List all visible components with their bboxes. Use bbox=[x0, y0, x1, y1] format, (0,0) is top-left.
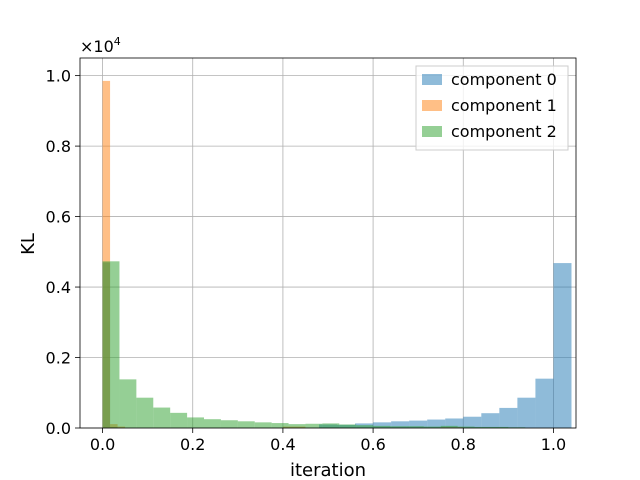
histogram-bar bbox=[406, 426, 424, 428]
histogram-bar bbox=[517, 397, 536, 428]
x-tick-label: 0.2 bbox=[180, 435, 205, 454]
histogram-bar bbox=[445, 418, 464, 428]
histogram-bar bbox=[491, 426, 509, 428]
histogram-bar bbox=[356, 425, 374, 428]
legend: component 0 component 1 component 2 bbox=[415, 65, 569, 151]
histogram-bar bbox=[237, 421, 255, 428]
y-axis-label: KL bbox=[18, 233, 39, 255]
histogram-bar bbox=[305, 423, 323, 428]
x-tick-label: 1.0 bbox=[541, 435, 566, 454]
x-tick-label: 0.4 bbox=[270, 435, 295, 454]
y-tick-label: 0.0 bbox=[46, 419, 71, 438]
legend-swatch bbox=[422, 100, 442, 111]
histogram-bar bbox=[102, 261, 120, 428]
histogram-bar bbox=[390, 426, 407, 428]
histogram-bar bbox=[187, 417, 204, 428]
histogram-bar bbox=[339, 424, 357, 428]
histogram-bar bbox=[170, 412, 188, 428]
histogram-bar bbox=[220, 420, 238, 428]
legend-swatch bbox=[422, 74, 442, 85]
histogram-bar bbox=[481, 413, 500, 428]
histogram-bar bbox=[474, 426, 492, 428]
histogram-bar bbox=[457, 426, 475, 428]
histogram-bar bbox=[288, 424, 306, 428]
histogram-bar bbox=[553, 263, 572, 428]
y-tick-label: 0.2 bbox=[46, 349, 71, 368]
y-tick-label: 0.4 bbox=[46, 278, 71, 297]
offset-base: ×10 bbox=[80, 37, 114, 56]
x-tick-label: 0.8 bbox=[451, 435, 476, 454]
legend-label: component 2 bbox=[451, 122, 557, 141]
histogram-bar bbox=[119, 379, 137, 428]
legend-label: component 1 bbox=[451, 96, 557, 115]
histogram-bar bbox=[373, 422, 392, 428]
histogram-bar bbox=[409, 420, 428, 428]
histogram-bar bbox=[322, 423, 340, 428]
legend-swatch bbox=[422, 126, 442, 137]
histogram-bar bbox=[102, 80, 111, 429]
x-axis-label: iteration bbox=[290, 460, 366, 480]
histogram-bar bbox=[440, 425, 458, 428]
histogram-bar bbox=[427, 419, 446, 428]
histogram-bar bbox=[204, 419, 221, 428]
histogram-bar bbox=[535, 378, 554, 428]
histogram-bar bbox=[153, 407, 171, 428]
histogram-bar bbox=[499, 407, 518, 428]
axes-frame bbox=[79, 57, 577, 429]
offset-exponent: 4 bbox=[114, 35, 121, 48]
x-tick-label: 0.0 bbox=[90, 435, 115, 454]
histogram-bar bbox=[271, 423, 289, 428]
histogram-bar bbox=[423, 426, 441, 428]
histogram-bar bbox=[136, 397, 154, 428]
plot-area: 0.0 0.2 0.4 0.6 0.8 1.0 0.0 0.2 0.4 0.6 0.8 1.0 bbox=[46, 57, 577, 454]
histogram-bar bbox=[463, 416, 482, 428]
y-tick-label: 1.0 bbox=[46, 67, 71, 86]
y-axis-offset-text: ×104 bbox=[80, 35, 121, 56]
legend-label: component 0 bbox=[451, 70, 557, 89]
x-tick-label: 0.6 bbox=[360, 435, 385, 454]
y-tick-label: 0.6 bbox=[46, 208, 71, 227]
histogram-bar bbox=[373, 425, 390, 428]
histogram-bar bbox=[391, 421, 410, 428]
y-tick-label: 0.8 bbox=[46, 137, 71, 156]
histogram-bar bbox=[254, 422, 272, 428]
